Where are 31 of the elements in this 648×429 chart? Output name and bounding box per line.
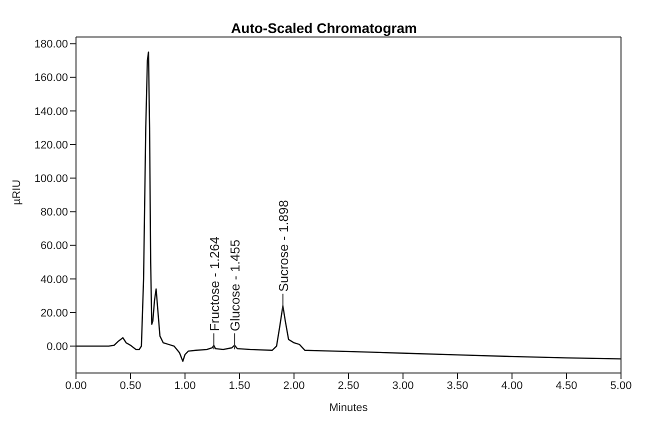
x-tick-label: 0.00 (65, 380, 87, 392)
annotation: Fructose - 1.264 (206, 236, 222, 332)
y-tick-label: 160.00 (34, 72, 68, 84)
peak-label: Sucrose - 1.898 (276, 200, 291, 310)
y-tick-label: 0.00 (46, 341, 68, 354)
annotation: Glucose - 1.455 (228, 240, 243, 332)
x-axis-title: Minutes (329, 402, 368, 414)
x-tick-label: 2.50 (338, 380, 360, 392)
annotation: Sucrose - 1.898 (276, 200, 291, 292)
peak-label: Fructose - 1.264 (206, 236, 222, 350)
x-tick-label: 1.00 (174, 380, 196, 392)
peak-label: Glucose - 1.455 (228, 240, 243, 350)
x-tick-label: 3.50 (446, 380, 468, 392)
y-tick-label: 80.00 (40, 206, 68, 219)
chart-title: Auto-Scaled Chromatogram (230, 20, 418, 36)
y-axis-title: µRIU (10, 180, 23, 205)
y-tick-label: 40.00 (40, 274, 68, 286)
x-tick-label: 4.00 (501, 380, 523, 392)
x-tick-label: 0.50 (120, 380, 142, 392)
y-tick-label: 140.00 (34, 106, 68, 118)
x-tick-label: 4.50 (556, 380, 578, 392)
line-series (76, 51, 621, 362)
y-tick-label: 60.00 (40, 240, 68, 252)
x-tick-label: 5.00 (610, 380, 632, 392)
y-tick-label: 180.00 (34, 38, 68, 51)
y-tick-label: 120.00 (34, 139, 68, 152)
x-tick-label: 2.00 (283, 380, 305, 392)
y-tick-label: 20.00 (40, 307, 68, 320)
y-tick-label: 100.00 (34, 173, 68, 186)
x-tick-label: 3.00 (392, 380, 414, 392)
x-tick-label: 1.50 (228, 380, 250, 392)
